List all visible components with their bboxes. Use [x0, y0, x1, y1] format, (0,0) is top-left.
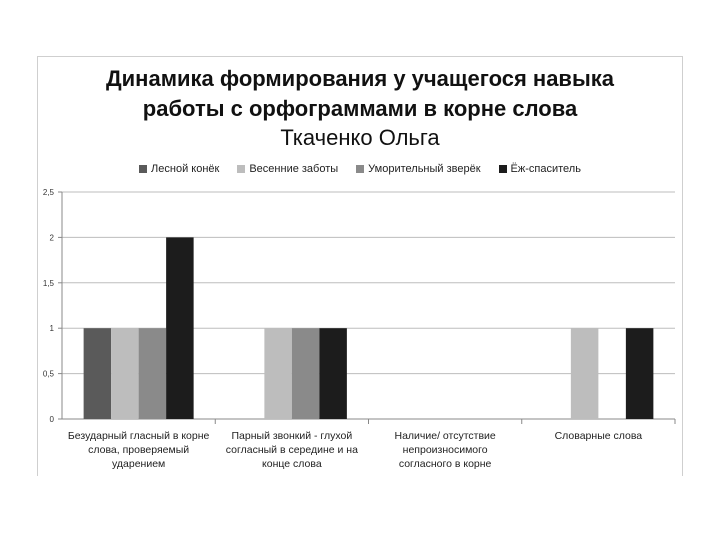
chart-title-line-1: Динамика формирования у учащегося навыка [105, 66, 614, 91]
bar [138, 328, 167, 419]
chart-title-line-2: работы с орфограммами в корне слова [142, 96, 578, 121]
x-tick-label: конце слова [262, 458, 322, 470]
y-tick-label: 1,5 [43, 279, 55, 288]
x-tick-label: согласного в корне [399, 458, 492, 470]
x-tick-label: Парный звонкий - глухой [232, 430, 353, 442]
x-tick-label: Наличие/ отсутствие [394, 430, 495, 442]
x-tick-label: согласный в середине и на [226, 444, 358, 456]
legend-swatch-2 [237, 165, 246, 173]
legend-item-1: Лесной конёк [139, 163, 219, 175]
legend-item-2: Весенние заботы [237, 163, 338, 175]
chart-title: Динамика формирования у учащегося навыка… [40, 64, 680, 124]
x-tick-label: Словарные слова [555, 430, 643, 442]
legend-swatch-1 [139, 165, 148, 173]
y-tick-label: 1 [50, 324, 55, 333]
legend-swatch-4 [498, 165, 507, 173]
y-tick-label: 0 [50, 415, 55, 424]
y-tick-label: 0,5 [43, 370, 55, 379]
bar [319, 328, 347, 419]
bar [570, 328, 599, 419]
x-tick-label: Безударный гласный в корне [68, 430, 210, 442]
bar [291, 328, 320, 419]
chart-legend: Лесной конёк Весенние заботы Уморительны… [40, 163, 680, 175]
bar [264, 328, 292, 419]
y-tick-label: 2,5 [43, 188, 55, 197]
legend-label-1: Лесной конёк [151, 163, 220, 175]
legend-label-3: Уморительный зверёк [368, 163, 481, 175]
bar [625, 328, 654, 419]
x-tick-label: ударением [112, 458, 165, 470]
bar [83, 328, 112, 419]
legend-label-2: Весенние заботы [249, 163, 339, 175]
bar [166, 237, 194, 419]
y-tick-label: 2 [50, 233, 55, 242]
chart-subtitle: Ткаченко Ольга [280, 125, 440, 150]
x-tick-label: непроизносимого [403, 444, 488, 456]
bar [111, 328, 139, 419]
legend-label-4: Ёж-спаситель [510, 163, 581, 175]
legend-item-3: Уморительный зверёк [356, 163, 481, 175]
x-tick-label: слова, проверяемый [88, 444, 189, 456]
legend-item-4: Ёж-спаситель [498, 163, 581, 175]
chart-frame [37, 56, 683, 476]
legend-swatch-3 [356, 165, 365, 173]
